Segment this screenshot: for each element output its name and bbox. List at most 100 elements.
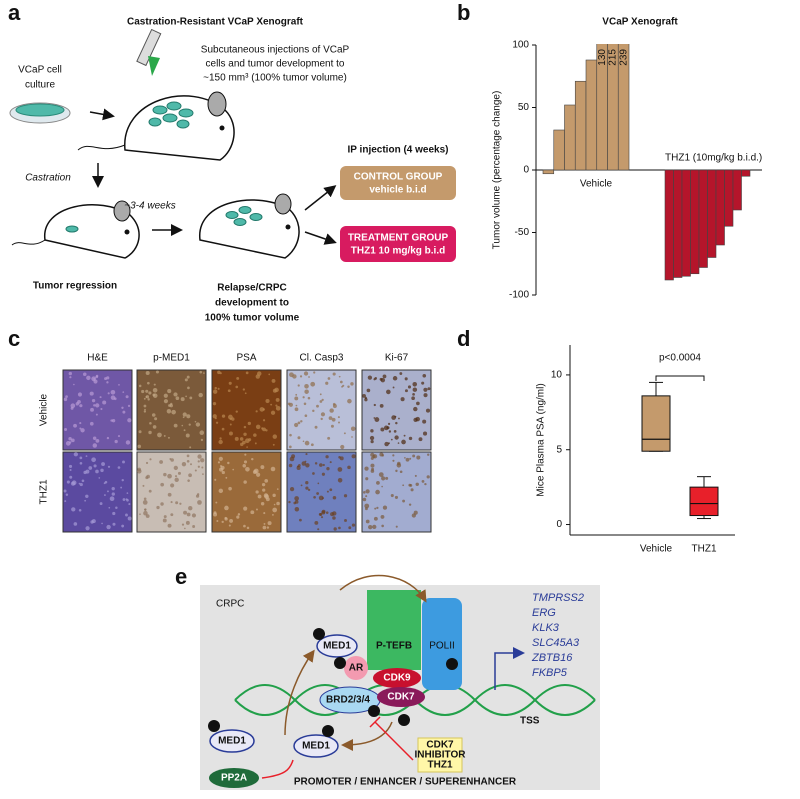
gene: KLK3: [532, 622, 560, 634]
texture: [343, 432, 346, 435]
texture: [236, 376, 240, 380]
texture: [228, 524, 231, 527]
arrow: [284, 649, 315, 736]
bar: [574, 80, 587, 171]
y-tick-label: 0: [523, 165, 529, 176]
texture: [297, 421, 301, 425]
texture: [381, 485, 383, 488]
texture: [272, 443, 275, 446]
texture: [240, 442, 244, 447]
texture: [340, 444, 345, 450]
ptefb: [367, 590, 421, 670]
texture: [305, 486, 309, 490]
bar: [673, 169, 683, 278]
texture: [221, 427, 225, 431]
syringe-tip: [148, 56, 160, 76]
texture: [267, 521, 272, 526]
texture: [386, 426, 390, 430]
panel-label: c: [8, 326, 20, 351]
texture: [184, 378, 188, 382]
texture: [200, 438, 204, 442]
texture: [368, 524, 373, 530]
texture: [173, 392, 178, 397]
texture: [185, 395, 187, 398]
texture: [404, 377, 408, 381]
texture: [220, 465, 225, 470]
texture: [259, 407, 265, 412]
texture: [182, 412, 187, 417]
texture: [320, 417, 323, 421]
texture: [396, 463, 402, 468]
bar: [607, 44, 619, 171]
texture: [167, 492, 172, 497]
texture: [300, 420, 303, 423]
texture: [415, 482, 419, 487]
texture: [79, 456, 83, 460]
texture: [170, 483, 175, 488]
texture: [157, 432, 162, 438]
phospho-label: P: [211, 721, 218, 732]
y-axis-label: Mice Plasma PSA (ng/ml): [536, 383, 547, 496]
texture: [304, 440, 310, 446]
texture: [319, 400, 323, 403]
texture: [162, 518, 167, 523]
texture: [217, 387, 220, 390]
texture: [288, 463, 293, 468]
texture: [253, 468, 259, 474]
texture: [276, 488, 279, 490]
label: TSS: [520, 716, 540, 727]
texture: [152, 393, 158, 398]
texture: [108, 506, 111, 509]
label: Castration: [25, 173, 71, 184]
texture: [69, 475, 73, 479]
y-axis-label: Tumor volume (percentage change): [492, 91, 503, 250]
texture: [77, 400, 81, 404]
texture: [305, 453, 308, 456]
texture: [305, 481, 309, 485]
bar: [564, 104, 576, 171]
texture: [127, 418, 132, 423]
texture: [120, 486, 123, 489]
texture: [147, 398, 150, 401]
texture: [66, 480, 70, 484]
texture: [148, 391, 152, 395]
texture: [181, 523, 185, 526]
mouse-eye: [285, 224, 291, 230]
texture: [262, 525, 267, 530]
texture: [197, 454, 202, 459]
texture: [184, 527, 186, 530]
texture: [304, 389, 309, 394]
texture: [257, 494, 262, 499]
texture: [216, 519, 219, 522]
texture: [239, 437, 244, 441]
texture: [395, 525, 398, 528]
texture: [246, 446, 248, 448]
mouse-eye: [124, 229, 130, 235]
texture: [299, 375, 303, 378]
texture: [106, 381, 109, 384]
label: ~150 mm³ (100% tumor volume): [203, 73, 347, 84]
bar: [715, 169, 725, 246]
texture: [255, 424, 261, 430]
mouse-ear: [274, 193, 292, 215]
texture: [235, 385, 239, 389]
texture: [370, 429, 374, 433]
texture: [327, 377, 331, 380]
label: ~3-4 weeks: [124, 201, 175, 212]
texture: [270, 410, 276, 415]
texture: [411, 396, 415, 401]
texture: [107, 490, 109, 493]
texture: [321, 510, 326, 515]
texture: [312, 409, 315, 413]
texture: [297, 384, 300, 387]
texture: [261, 483, 266, 487]
texture: [305, 463, 310, 468]
texture: [381, 454, 385, 457]
texture: [393, 430, 397, 433]
texture: [189, 446, 192, 449]
column-header: H&E: [87, 353, 108, 364]
texture: [303, 402, 307, 406]
texture: [373, 417, 376, 419]
texture: [376, 480, 380, 485]
phospho: [398, 714, 410, 726]
